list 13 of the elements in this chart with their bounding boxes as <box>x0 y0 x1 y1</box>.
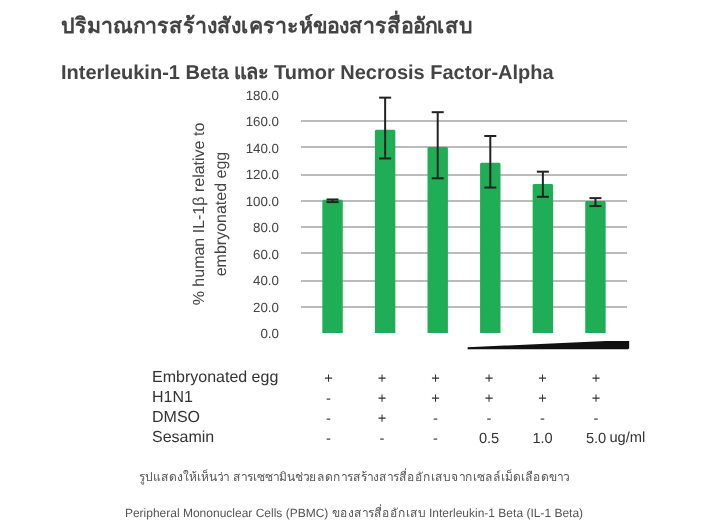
text: Sesamin <box>152 428 215 447</box>
bar <box>585 201 606 333</box>
text: DMSO <box>152 408 201 427</box>
chart-title: ปริมาณการสร้างสังเคราะห์ของสารสื่ออักเสบ <box>61 9 473 39</box>
bar <box>374 129 396 333</box>
bar <box>322 199 343 333</box>
chart-subtitle: Interleukin-1 Beta และ Tumor Necrosis Factor-Alpha <box>61 63 555 85</box>
text: Embryonated egg <box>152 368 279 387</box>
bar <box>427 146 448 333</box>
bar <box>480 162 501 333</box>
bar <box>532 183 554 333</box>
text: H1N1 <box>152 388 195 407</box>
y-axis-title: % human IL-1β relative to embryonated egg <box>190 121 230 306</box>
